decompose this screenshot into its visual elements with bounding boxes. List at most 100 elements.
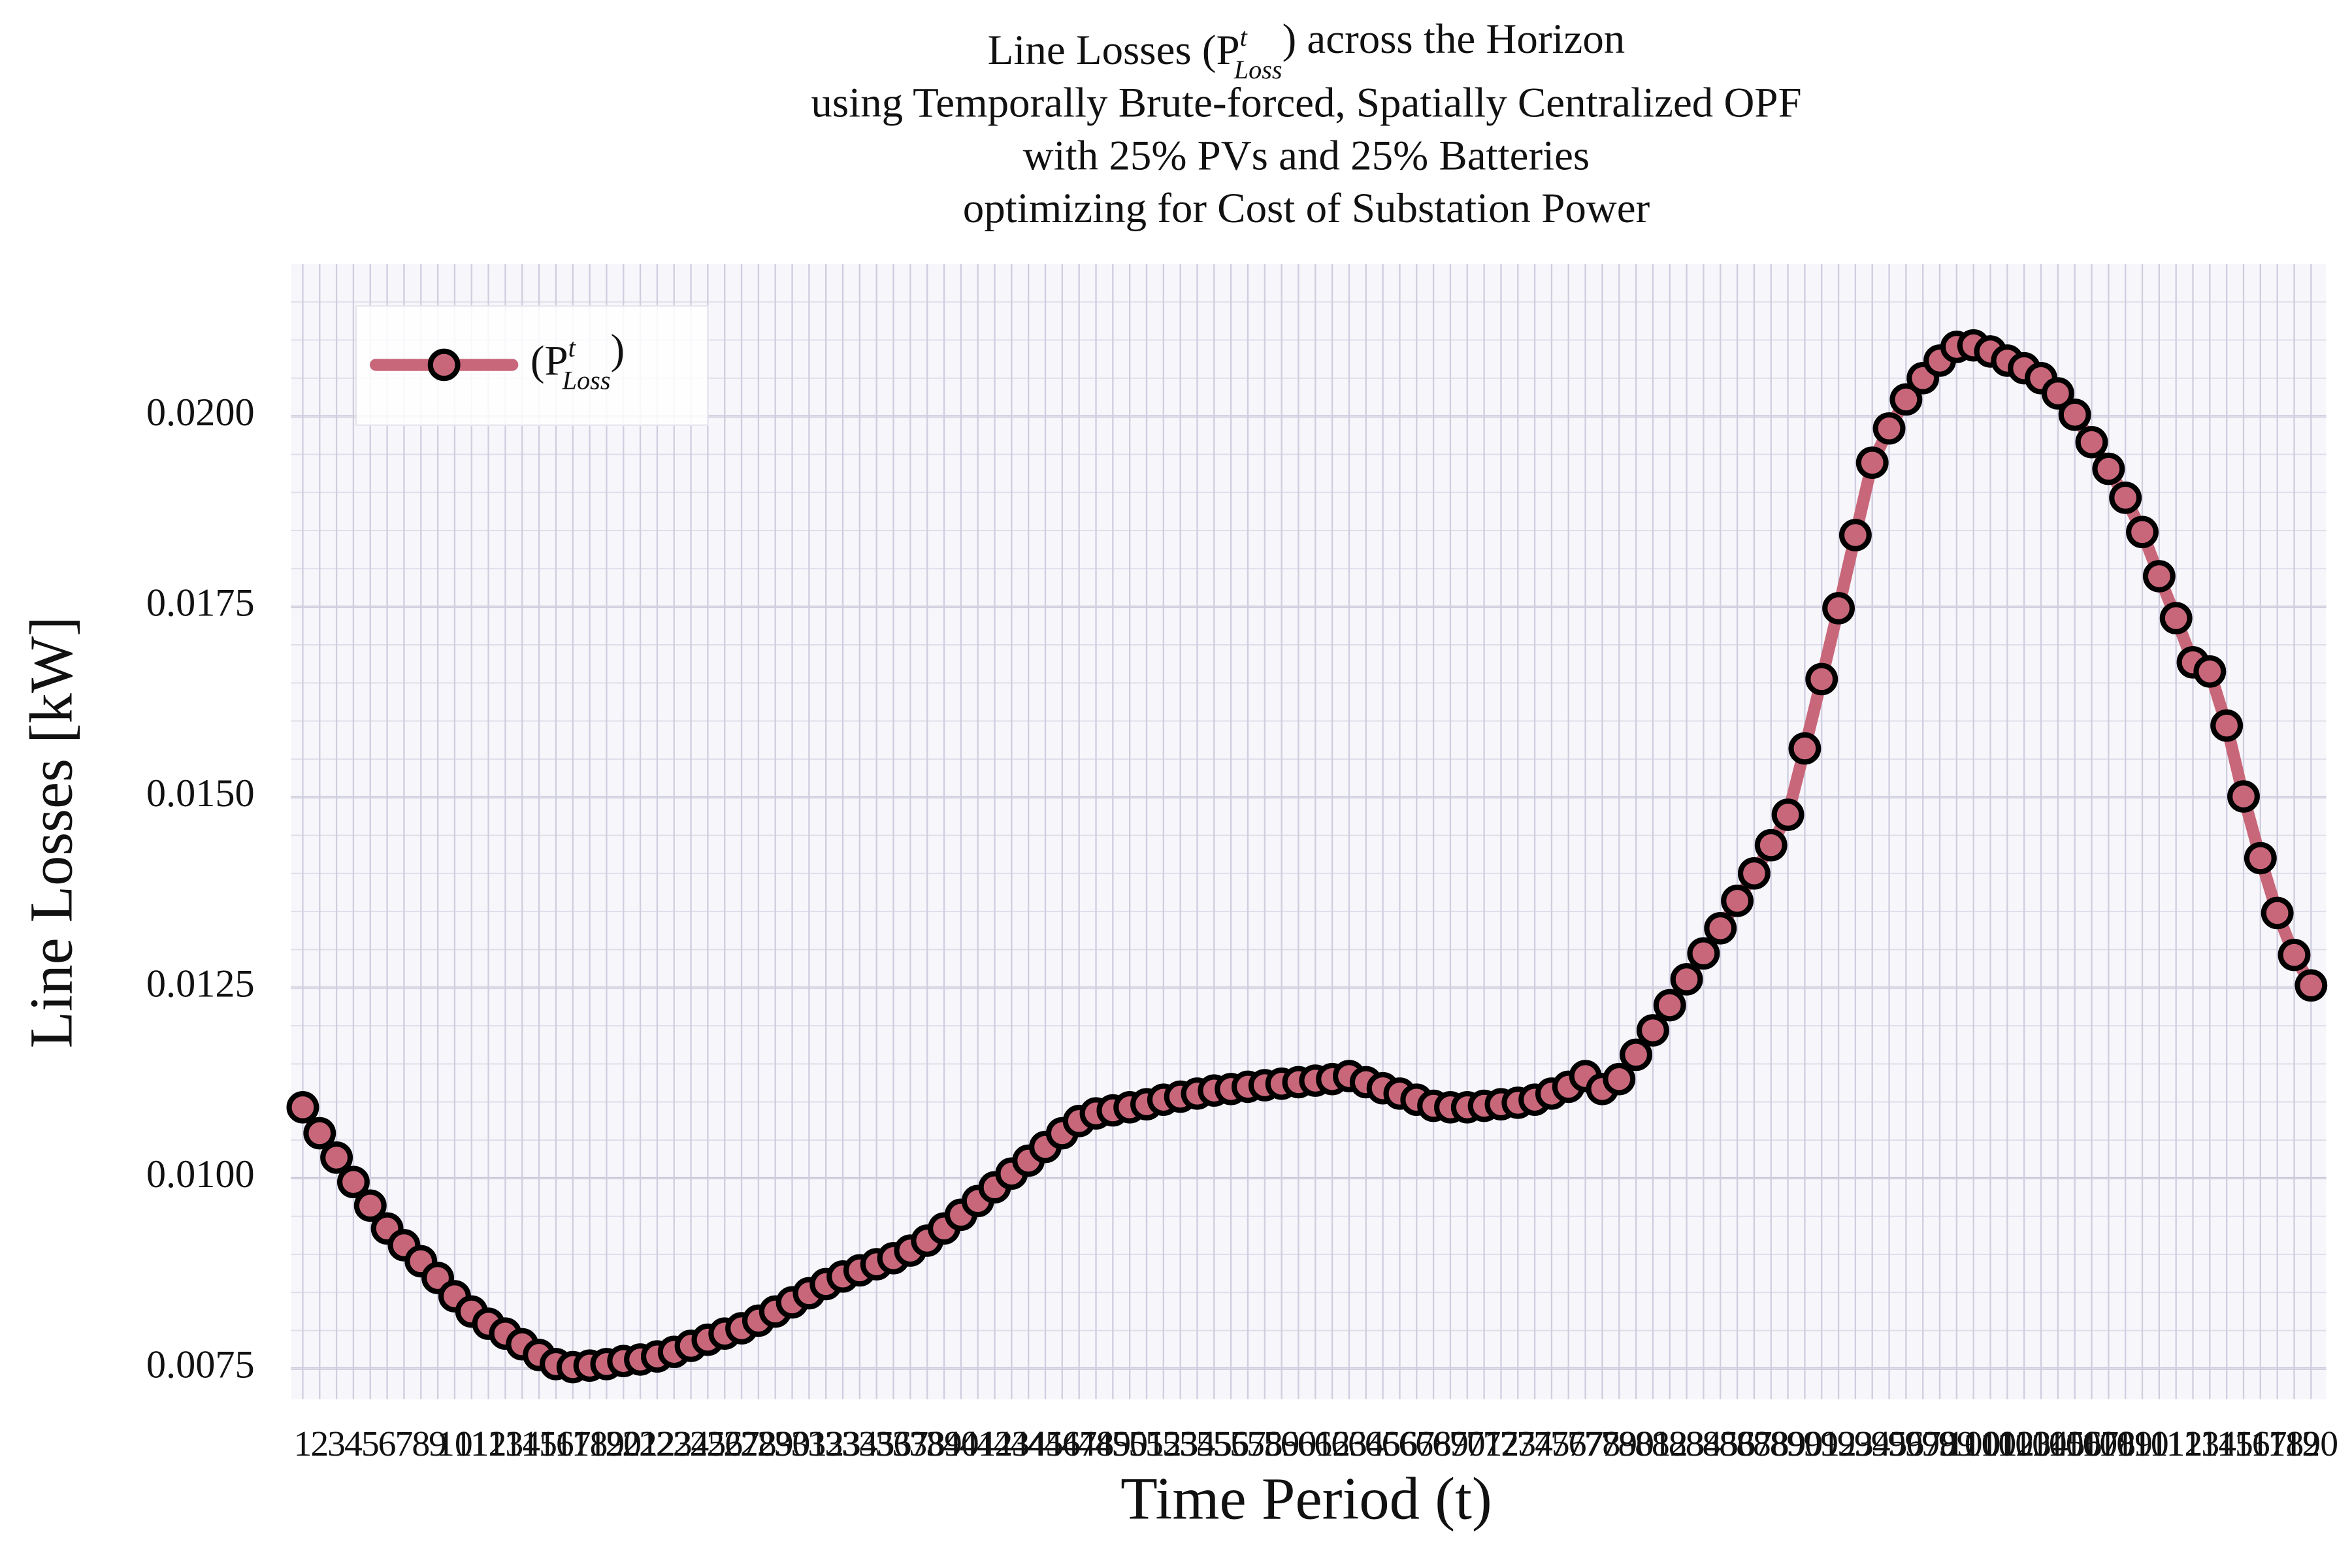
x-tick-label: 60 (1281, 1424, 1317, 1464)
x-tick-label: 47 (1061, 1424, 1098, 1464)
y-tick-label: 0.0125 (146, 962, 255, 1006)
x-tick-label: 7 (395, 1424, 414, 1464)
x-tick-label: 30 (774, 1424, 811, 1464)
x-tick-label: 82 (1652, 1424, 1688, 1464)
x-tick-label: 110 (2115, 1424, 2168, 1464)
x-tick-label: 66 (1382, 1424, 1418, 1464)
x-tick-label: 33 (825, 1424, 861, 1464)
x-tick-label: 75 (1533, 1424, 1570, 1464)
marker (2295, 969, 2328, 1002)
marker (1872, 412, 1906, 445)
marker (286, 1091, 319, 1124)
x-tick-label: 17 (555, 1424, 591, 1464)
x-tick-label: 29 (757, 1424, 794, 1464)
x-tick-label: 31 (791, 1424, 828, 1464)
chart-title: Line Losses (Pt Loss) across the Horizon (988, 16, 1625, 84)
x-tick-label: 58 (1247, 1424, 1283, 1464)
marker (2244, 841, 2277, 875)
x-tick-label: 62 (1314, 1424, 1350, 1464)
marker (1620, 1038, 1653, 1071)
marker (2210, 709, 2244, 742)
x-tick-label: 97 (1904, 1424, 1941, 1464)
x-tick-label: 81 (1635, 1424, 1671, 1464)
marker (1653, 988, 1686, 1022)
x-tick-label: 1 (294, 1424, 312, 1464)
x-tick-label: 14 (504, 1424, 540, 1464)
marker (353, 1189, 387, 1222)
x-tick-label: 41 (960, 1424, 996, 1464)
legend-label: (Pt Loss) (531, 326, 625, 395)
x-tick-label: 103 (1997, 1424, 2051, 1464)
plot-area (291, 263, 2327, 1399)
x-tick-label: 86 (1719, 1424, 1756, 1464)
x-tick-label: 63 (1331, 1424, 1367, 1464)
x-tick-label: 20 (605, 1424, 642, 1464)
x-tick-label: 120 (2284, 1424, 2338, 1464)
x-tick-label: 77 (1567, 1424, 1604, 1464)
x-tick-label: 51 (1128, 1424, 1165, 1464)
x-tick-label: 22 (639, 1424, 676, 1464)
x-tick-label: 40 (943, 1424, 979, 1464)
marker (303, 1117, 336, 1150)
x-tick-label: 2 (310, 1424, 329, 1464)
x-tick-label: 54 (1179, 1424, 1216, 1464)
y-tick-label: 0.0200 (146, 391, 255, 434)
x-tick-label: 55 (1196, 1424, 1232, 1464)
x-tick-label: 5 (361, 1424, 380, 1464)
x-tick-label: 38 (909, 1424, 945, 1464)
x-tick-label: 36 (875, 1424, 912, 1464)
x-tick-label: 98 (1921, 1424, 1958, 1464)
x-tick-label: 24 (673, 1424, 710, 1464)
x-tick-label: 19 (589, 1424, 625, 1464)
x-tick-label: 61 (1297, 1424, 1333, 1464)
x-tick-label: 64 (1348, 1424, 1384, 1464)
marker (2075, 425, 2108, 459)
marker (2041, 377, 2074, 410)
x-tick-label: 76 (1550, 1424, 1587, 1464)
marker (2142, 560, 2176, 593)
marker (1754, 828, 1788, 862)
x-tick-label: 94 (1854, 1424, 1891, 1464)
marker (2193, 655, 2227, 688)
x-tick-label: 101 (1963, 1424, 2017, 1464)
x-tick-label: 88 (1753, 1424, 1789, 1464)
x-tick-label: 59 (1264, 1424, 1300, 1464)
x-tick-label: 71 (1466, 1424, 1503, 1464)
marks (286, 329, 2328, 1384)
marker (1771, 798, 1805, 831)
x-tick-label: 3 (327, 1424, 346, 1464)
y-tick-label: 0.0175 (146, 581, 255, 625)
x-tick-label: 68 (1415, 1424, 1452, 1464)
x-tick-label: 35 (858, 1424, 895, 1464)
y-tick-label: 0.0150 (146, 772, 255, 815)
marker (1737, 857, 1771, 890)
chart-title: using Temporally Brute-forced, Spatially… (811, 80, 1801, 127)
marker (1889, 383, 1923, 416)
x-tick-label: 117 (2234, 1424, 2287, 1464)
marker (1822, 592, 1855, 625)
x-tick-label: 79 (1601, 1424, 1637, 1464)
x-tick-label: 50 (1111, 1424, 1148, 1464)
x-tick-label: 91 (1803, 1424, 1840, 1464)
legend-marker (427, 348, 461, 382)
x-tick-label: 100 (1946, 1424, 2001, 1464)
marker (1855, 446, 1889, 480)
x-tick-label: 105 (2031, 1424, 2085, 1464)
x-tick-label: 74 (1516, 1424, 1553, 1464)
marker (2159, 602, 2193, 634)
marker (2261, 896, 2294, 930)
x-tick-label: 80 (1618, 1424, 1654, 1464)
x-tick-label: 72 (1483, 1424, 1520, 1464)
x-tick-label: 78 (1584, 1424, 1621, 1464)
x-tick-label: 52 (1145, 1424, 1182, 1464)
x-tick-label: 102 (1980, 1424, 2034, 1464)
marker (1838, 519, 1872, 551)
x-tick-label: 104 (2014, 1424, 2068, 1464)
marker (2109, 482, 2142, 514)
x-tick-label: 111 (2133, 1424, 2185, 1464)
marker (2058, 398, 2091, 431)
x-tick-label: 73 (1499, 1424, 1536, 1464)
marker (2092, 452, 2125, 485)
x-tick-label: 25 (690, 1424, 727, 1464)
